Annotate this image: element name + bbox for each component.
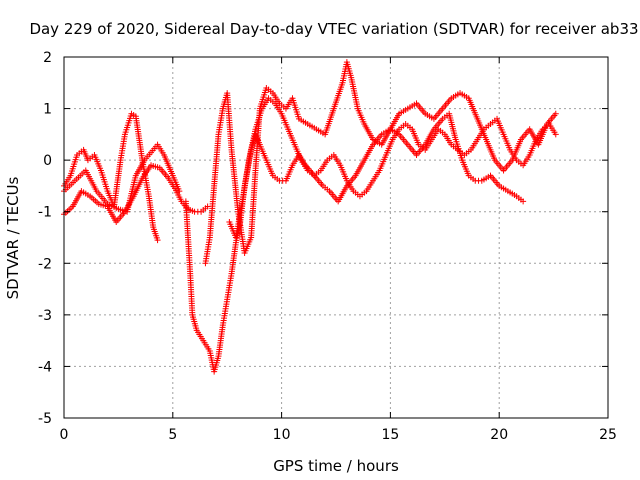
data-point bbox=[520, 198, 527, 205]
y-tick-label: -3 bbox=[38, 308, 52, 324]
data-point bbox=[552, 131, 559, 138]
x-tick-label: 25 bbox=[599, 427, 617, 443]
y-tick-label: -4 bbox=[38, 359, 52, 375]
y-axis-label: SDTVAR / TECUs bbox=[4, 176, 22, 299]
x-tick-label: 20 bbox=[490, 427, 508, 443]
chart-title: Day 229 of 2020, Sidereal Day-to-day VTE… bbox=[29, 20, 638, 38]
plot-frame bbox=[63, 56, 609, 419]
data-point bbox=[154, 237, 161, 244]
grid bbox=[64, 57, 608, 418]
ticks: 0 5 10 15 20 25 -5 -4 -3 -2 -1 0 1 2 bbox=[38, 50, 617, 443]
x-tick-label: 5 bbox=[168, 427, 177, 443]
y-tick-label: 2 bbox=[43, 50, 52, 66]
y-tick-label: -2 bbox=[38, 256, 52, 272]
data-point bbox=[552, 110, 559, 117]
y-tick-label: 1 bbox=[43, 102, 52, 118]
y-tick-label: -1 bbox=[38, 205, 52, 221]
x-tick-label: 15 bbox=[381, 427, 399, 443]
data-point bbox=[176, 188, 183, 195]
x-tick-label: 0 bbox=[60, 427, 69, 443]
x-tick-label: 10 bbox=[273, 427, 291, 443]
y-tick-label: -5 bbox=[38, 411, 52, 427]
x-axis-label: GPS time / hours bbox=[273, 457, 399, 475]
data-marks bbox=[61, 59, 559, 375]
y-tick-label: 0 bbox=[43, 153, 52, 169]
